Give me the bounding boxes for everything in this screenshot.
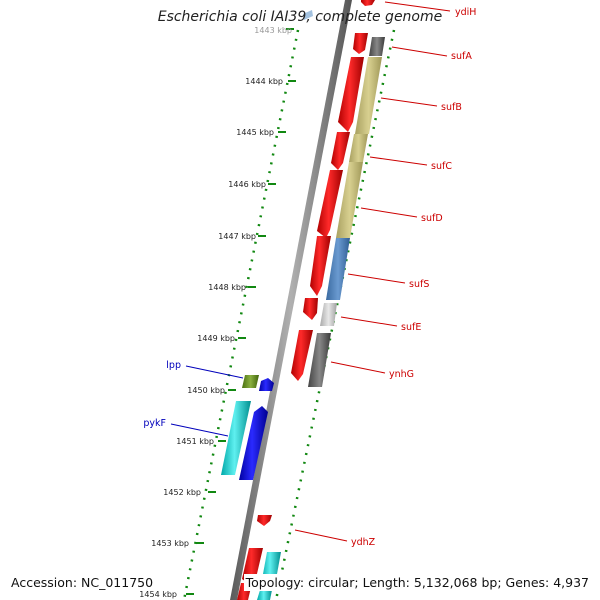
genome-summary: Topology: circular; Length: 5,132,068 bp… bbox=[243, 574, 591, 591]
tick-marks bbox=[186, 28, 296, 595]
leader-sufA bbox=[391, 46, 448, 57]
gene-pykF-companion[interactable] bbox=[239, 406, 268, 480]
gene-ynhG[interactable] bbox=[291, 330, 313, 381]
gene-label-ydhZ: ydhZ bbox=[351, 537, 376, 548]
tick-label: 1444 kbp bbox=[245, 77, 283, 86]
gene-downstream-4[interactable] bbox=[257, 590, 272, 600]
gene-label-sufE: sufE bbox=[401, 322, 421, 333]
gene-label-sufC: sufC bbox=[431, 161, 452, 172]
leader-pykF bbox=[170, 423, 229, 437]
tick-ruler-left bbox=[182, 29, 300, 600]
gene-pykF[interactable] bbox=[221, 401, 251, 475]
gene-lpp[interactable] bbox=[242, 375, 259, 388]
gene-label-sufD: sufD bbox=[421, 213, 443, 224]
tick-label: 1449 kbp bbox=[197, 334, 235, 343]
gene-label-ynhG: ynhG bbox=[389, 369, 414, 380]
gene-ynhG-homolog[interactable] bbox=[308, 333, 331, 387]
leader-sufB bbox=[380, 97, 438, 107]
gene-sufS[interactable] bbox=[310, 236, 331, 296]
tick-label: 1446 kbp bbox=[228, 180, 266, 189]
tick-label: 1445 kbp bbox=[236, 128, 274, 137]
tick-label: 1450 kbp bbox=[187, 386, 225, 395]
forward-genes bbox=[237, 0, 385, 600]
gene-sufE-homolog[interactable] bbox=[320, 303, 337, 326]
gene-sufA-homolog[interactable] bbox=[369, 37, 385, 56]
leader-ynhG bbox=[330, 361, 386, 374]
gene-sufB[interactable] bbox=[338, 57, 364, 132]
gene-lpp-companion[interactable] bbox=[259, 378, 274, 391]
gene-sufB-homolog[interactable] bbox=[355, 57, 382, 134]
genome-backbone bbox=[230, 0, 352, 600]
accession-label: Accession: NC_011750 bbox=[9, 574, 156, 591]
leader-sufD bbox=[360, 207, 418, 218]
backbone-marker bbox=[303, 10, 313, 20]
tick-label: 1452 kbp bbox=[163, 488, 201, 497]
map-title: Escherichia coli IAI39, complete genome bbox=[157, 9, 443, 25]
gene-label-sufB: sufB bbox=[441, 102, 462, 113]
tick-label: 1453 kbp bbox=[151, 539, 189, 548]
leader-ydhZ bbox=[294, 529, 348, 542]
tick-label: 1448 kbp bbox=[208, 283, 246, 292]
gene-sufS-homolog[interactable] bbox=[326, 238, 350, 300]
gene-ydhZ[interactable] bbox=[257, 515, 272, 526]
gene-label-pykF: pykF bbox=[143, 418, 166, 429]
gene-sufD-homolog[interactable] bbox=[336, 162, 363, 238]
gene-label-ydiH: ydiH bbox=[455, 7, 476, 18]
label-leaders bbox=[170, 1, 451, 542]
tick-label: 1454 kbp bbox=[139, 590, 177, 599]
leader-sufS bbox=[347, 273, 406, 284]
leader-sufC bbox=[369, 156, 428, 166]
leader-ydiH bbox=[384, 1, 451, 12]
gene-sufE[interactable] bbox=[303, 298, 318, 320]
gene-label-sufA: sufA bbox=[451, 51, 472, 62]
gene-ydiH[interactable] bbox=[361, 0, 375, 6]
gene-sufD[interactable] bbox=[317, 170, 343, 238]
gene-label-lpp: lpp bbox=[166, 360, 181, 371]
tick-label: 1443 kbp bbox=[254, 26, 292, 35]
leader-lpp bbox=[185, 365, 244, 379]
gene-sufC[interactable] bbox=[331, 132, 350, 170]
reverse-genes bbox=[221, 375, 274, 480]
gene-label-sufS: sufS bbox=[409, 279, 429, 290]
tick-label: 1451 kbp bbox=[176, 437, 214, 446]
leader-sufE bbox=[340, 316, 398, 327]
tick-label: 1447 kbp bbox=[218, 232, 256, 241]
gene-sufA[interactable] bbox=[353, 33, 368, 54]
gene-sufC-homolog[interactable] bbox=[349, 134, 368, 162]
